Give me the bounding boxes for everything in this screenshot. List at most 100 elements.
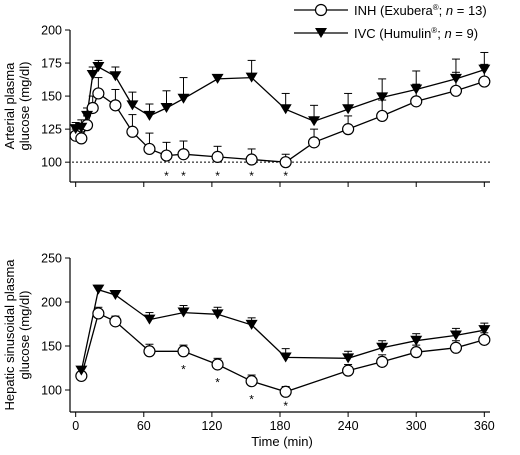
data-point-ivc [211,309,224,320]
significance-marker: * [215,376,220,390]
data-point-ivc [126,100,139,111]
data-point-ivc [449,73,462,84]
data-point-ivc [245,319,258,330]
y-tick-label: 200 [41,24,62,38]
data-point-ivc [92,284,105,295]
y-tick-label: 100 [41,156,62,170]
data-point-inh [342,123,355,136]
x-tick-label: 0 [72,419,79,433]
data-point-inh [478,75,491,88]
data-point-ivc [449,330,462,341]
data-point-inh [376,355,389,368]
data-point-ivc [342,104,355,115]
x-tick-label: 60 [137,419,151,433]
data-point-ivc [342,353,355,364]
data-point-ivc [75,122,88,133]
data-point-ivc [86,69,99,80]
significance-marker: * [249,392,254,406]
data-point-ivc [211,73,224,84]
y-tick-label: 200 [41,296,62,310]
data-point-ivc [376,92,389,103]
data-point-ivc [279,352,292,363]
data-point-ivc [92,62,105,73]
data-point-ivc [75,365,88,376]
data-point-inh [410,95,423,108]
x-tick-label: 300 [406,419,427,433]
legend: INH (Exubera®; n = 13) IVC (Humulin®; n … [294,3,487,41]
significance-marker: * [283,169,288,183]
x-axis-title: Time (min) [251,434,313,449]
significance-marker: * [164,169,169,183]
data-point-ivc [160,102,173,113]
data-point-inh [245,153,258,166]
data-point-ivc [109,289,122,300]
data-point-inh [211,150,224,163]
series-line-ivc [75,66,485,130]
significance-marker: * [181,169,186,183]
data-point-inh [478,333,491,346]
significance-marker: * [215,169,220,183]
legend-ivc-label: IVC (Humulin®; n = 9) [354,26,478,41]
data-point-inh [279,385,292,398]
data-point-inh [160,149,173,162]
data-point-ivc [279,104,292,115]
y-axis-title: Hepatic sinusoidal plasma [2,259,17,411]
series-line-inh [75,80,485,163]
data-point-inh [177,148,190,161]
data-point-ivc [109,71,122,82]
data-point-inh [177,345,190,358]
legend-ivc-marker [315,28,327,38]
data-point-ivc [478,325,491,336]
data-point-ivc [177,93,190,104]
y-tick-label: 125 [41,123,62,137]
y-tick-label: 150 [41,90,62,104]
legend-entry-ivc: IVC (Humulin®; n = 9) [294,26,478,41]
data-point-inh [109,99,122,112]
data-point-ivc [143,110,156,121]
data-point-inh [376,109,389,123]
data-point-ivc [410,335,423,346]
data-point-ivc [81,110,94,121]
data-point-ivc [245,72,258,83]
significance-marker: * [181,362,186,376]
legend-inh-label: INH (Exubera®; n = 13) [354,3,487,18]
data-point-inh [211,358,224,371]
panel-hepatic: 100 150 200 250 0 60 120 180 240 300 360 Hepatic si… [2,252,495,434]
legend-entry-inh: INH (Exubera®; n = 13) [294,3,487,18]
y-tick-label: 100 [41,384,62,398]
data-point-inh [75,132,88,145]
data-point-ivc [410,84,423,95]
data-point-inh [143,345,156,358]
y-axis-title: glucose (mg/dl) [17,62,32,151]
data-point-ivc [143,314,156,325]
data-point-inh [143,142,156,156]
data-point-inh [92,307,105,320]
y-tick-label: 250 [41,252,62,266]
data-point-inh [109,315,122,328]
series-line-ivc [80,288,485,371]
data-point-inh [86,101,99,115]
data-point-ivc [478,64,491,75]
significance-marker: * [283,399,288,413]
x-tick-label: 360 [474,419,495,433]
data-point-ivc [177,307,190,318]
data-point-inh [307,136,321,149]
y-axis-title: Arterial plasma [2,62,17,149]
data-point-inh [279,156,292,169]
panel-arterial: 100 125 150 175 200 Arterial plasma glucose (m… [2,24,491,187]
data-point-ivc [376,342,389,353]
x-tick-label: 180 [270,419,291,433]
y-tick-label: 175 [41,57,62,71]
data-point-inh [449,84,463,97]
significance-marker: * [249,169,254,183]
data-point-inh [449,341,463,354]
data-point-inh [342,364,355,377]
data-point-ivc [308,116,321,127]
y-axis-title: glucose (mg/dl) [17,291,32,380]
data-point-inh [245,375,258,388]
data-point-inh [126,125,139,138]
legend-inh-marker [314,3,328,17]
data-point-inh [410,346,423,359]
x-tick-label: 240 [338,419,359,433]
